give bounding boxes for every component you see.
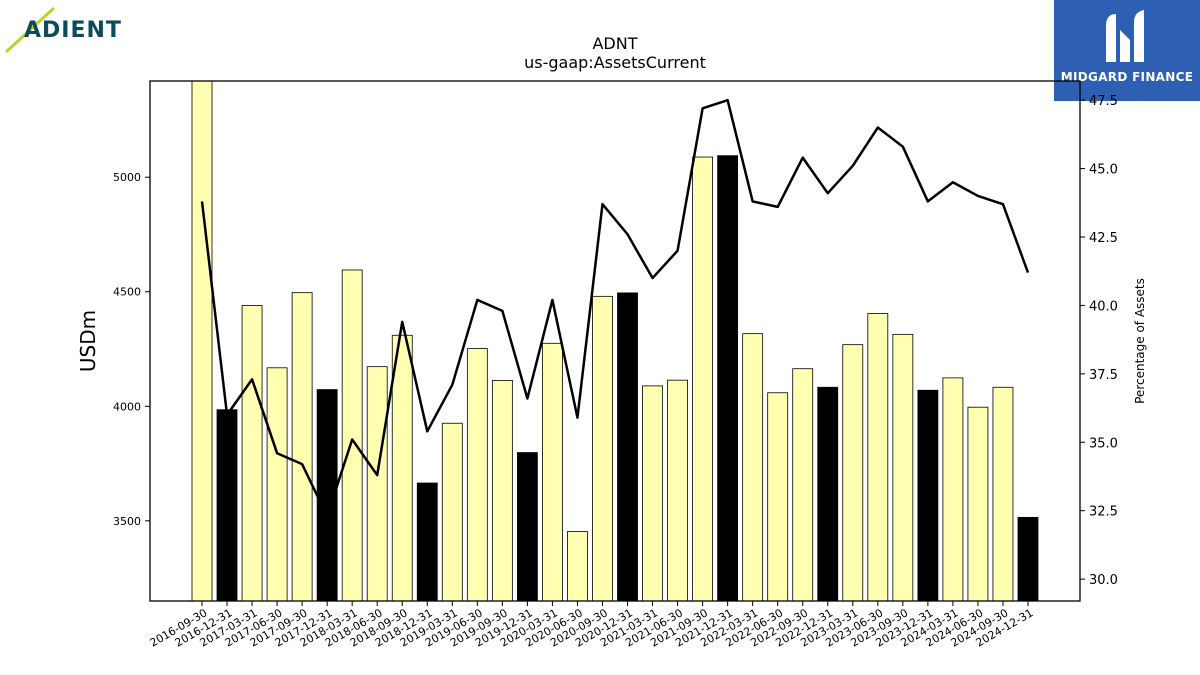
bar <box>692 156 713 602</box>
y2-tick-label: 45.0 <box>1089 163 1118 178</box>
bar <box>441 422 463 602</box>
adient-logo: ADIENT <box>4 4 139 56</box>
bar <box>466 348 488 602</box>
midgard-monogram-icon <box>1106 10 1144 62</box>
y-tick-label: 5000 <box>113 171 141 184</box>
bar <box>216 409 238 602</box>
bar <box>617 292 638 602</box>
bar <box>341 269 363 602</box>
y2-tick-label: 37.5 <box>1089 368 1118 383</box>
y-axis-label-left: USDm <box>76 310 100 372</box>
bar <box>491 380 513 602</box>
plot-frame <box>149 80 1081 602</box>
bar <box>667 379 688 602</box>
bar <box>592 295 613 602</box>
y2-tick-label: 35.0 <box>1089 436 1118 451</box>
bar <box>942 377 964 602</box>
bar <box>1017 516 1039 602</box>
bar <box>717 155 739 602</box>
y2-tick-label: 32.5 <box>1089 505 1118 520</box>
bar <box>892 333 914 602</box>
y-tick-label: 4000 <box>113 400 141 413</box>
bar <box>542 342 563 602</box>
y2-tick-label: 42.5 <box>1089 231 1118 246</box>
y2-tick-label: 40.0 <box>1089 299 1118 314</box>
adient-logo-swoosh <box>4 6 56 54</box>
bar <box>642 385 663 602</box>
bar <box>241 305 263 602</box>
bar-series <box>191 80 1039 602</box>
bar <box>266 367 288 602</box>
y2-tick-label: 30.0 <box>1089 573 1118 588</box>
adient-wordmark: ADIENT <box>24 18 122 43</box>
y-tick-label: 3500 <box>113 515 141 528</box>
bar <box>867 313 889 602</box>
chart-title: ADNT <box>592 34 637 53</box>
y2-tick-label: 47.5 <box>1089 94 1118 109</box>
bar <box>416 482 438 602</box>
bar <box>191 80 213 602</box>
chart-subtitle: us-gaap:AssetsCurrent <box>524 53 706 72</box>
bar <box>842 344 864 602</box>
midgard-finance-logo: MIDGARD FINANCE <box>1054 0 1200 101</box>
bar <box>967 406 989 602</box>
bar <box>567 531 588 602</box>
bar <box>742 333 764 602</box>
percentage-line-series <box>200 98 1030 518</box>
midgard-finance-wordmark: MIDGARD FINANCE <box>1060 70 1194 84</box>
y-tick-label: 4500 <box>113 286 141 299</box>
bar <box>391 334 413 602</box>
bar <box>792 368 814 602</box>
bar <box>291 292 313 602</box>
bar <box>992 386 1014 602</box>
bar <box>917 389 939 602</box>
bar <box>516 452 538 602</box>
axes: 3500 4000 4500 5000 30.0 32.5 35.0 37.5 40.0 42.5… <box>113 80 1118 650</box>
percentage-line <box>200 98 1030 518</box>
bar <box>767 392 789 602</box>
bar <box>366 366 388 602</box>
bar <box>817 386 839 602</box>
y-axis-label-right: Percentage of Assets <box>1133 278 1147 404</box>
